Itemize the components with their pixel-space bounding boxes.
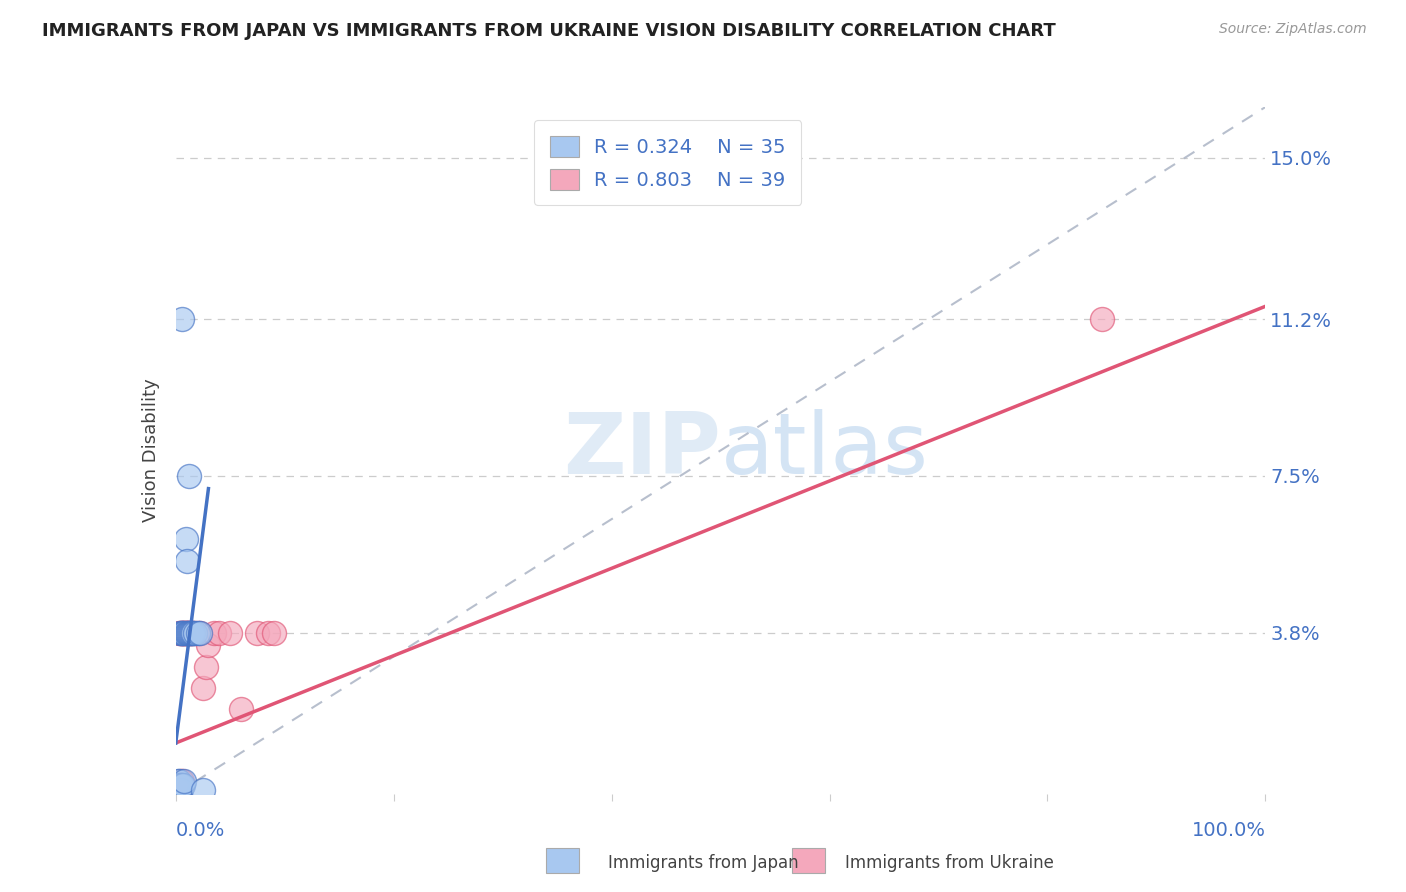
Point [177, 625, 200, 640]
Point [174, 625, 197, 640]
Point [172, 625, 194, 640]
Point [180, 625, 202, 640]
Point [181, 625, 204, 640]
Point [167, 778, 190, 792]
Point [172, 625, 194, 640]
Text: Immigrants from Ukraine: Immigrants from Ukraine [845, 855, 1053, 872]
Y-axis label: Vision Disability: Vision Disability [142, 378, 160, 523]
Point [167, 778, 190, 792]
Legend: R = 0.324    N = 35, R = 0.803    N = 39: R = 0.324 N = 35, R = 0.803 N = 39 [534, 120, 801, 205]
Point [172, 625, 194, 640]
Point [167, 625, 190, 640]
Point [231, 702, 253, 716]
Point [191, 782, 214, 797]
Point [181, 625, 204, 640]
Point [173, 625, 195, 640]
Point [172, 312, 194, 326]
Point [177, 625, 200, 640]
Point [257, 625, 280, 640]
Point [169, 778, 191, 792]
Text: IMMIGRANTS FROM JAPAN VS IMMIGRANTS FROM UKRAINE VISION DISABILITY CORRELATION C: IMMIGRANTS FROM JAPAN VS IMMIGRANTS FROM… [42, 22, 1056, 40]
Point [167, 778, 190, 792]
Point [186, 625, 209, 640]
Point [167, 774, 190, 789]
Point [208, 625, 231, 640]
Point [173, 625, 195, 640]
Point [1091, 312, 1114, 326]
Point [177, 469, 200, 483]
Point [180, 625, 202, 640]
Point [167, 778, 190, 792]
Text: Immigrants from Japan: Immigrants from Japan [607, 855, 799, 872]
Point [169, 625, 191, 640]
Point [172, 625, 194, 640]
Point [173, 774, 195, 789]
Point [166, 778, 188, 792]
Point [263, 625, 285, 640]
Point [191, 681, 214, 695]
Point [167, 782, 190, 797]
Point [172, 625, 194, 640]
FancyBboxPatch shape [546, 847, 579, 872]
Point [184, 625, 207, 640]
Point [176, 625, 198, 640]
Point [184, 625, 207, 640]
Point [170, 774, 193, 789]
Point [170, 625, 193, 640]
Point [173, 625, 195, 640]
Point [186, 625, 209, 640]
Point [219, 625, 242, 640]
Point [169, 782, 191, 797]
Point [188, 625, 211, 640]
Point [176, 554, 198, 568]
Point [197, 639, 219, 653]
Point [188, 625, 211, 640]
Point [170, 782, 193, 797]
Point [202, 625, 225, 640]
Point [172, 778, 194, 792]
Point [176, 625, 198, 640]
Point [195, 659, 218, 673]
Point [179, 625, 201, 640]
Point [174, 625, 197, 640]
Point [167, 782, 190, 797]
Point [167, 774, 190, 789]
Point [181, 625, 204, 640]
Point [174, 533, 197, 547]
Text: 100.0%: 100.0% [1191, 822, 1265, 840]
Text: 0.0%: 0.0% [176, 822, 225, 840]
Point [181, 625, 204, 640]
Point [179, 625, 201, 640]
Point [177, 625, 200, 640]
Point [246, 625, 269, 640]
Point [170, 778, 193, 792]
Point [176, 625, 198, 640]
Point [169, 778, 191, 792]
Point [167, 782, 190, 797]
FancyBboxPatch shape [792, 847, 825, 872]
Text: atlas: atlas [721, 409, 928, 492]
Point [169, 625, 191, 640]
Text: Source: ZipAtlas.com: Source: ZipAtlas.com [1219, 22, 1367, 37]
Point [177, 625, 200, 640]
Point [172, 774, 194, 789]
Point [170, 625, 193, 640]
Point [174, 625, 197, 640]
Point [172, 778, 194, 792]
Text: ZIP: ZIP [562, 409, 721, 492]
Point [166, 782, 188, 797]
